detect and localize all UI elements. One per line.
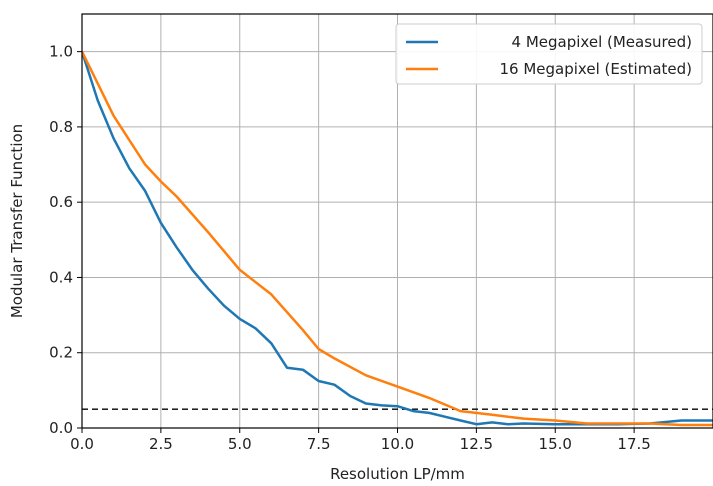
y-axis-ticks: 0.0 0.2 0.4 0.6 0.8 1.0 [49, 43, 82, 437]
legend-box [395, 23, 703, 85]
x-axis-label: Resolution LP/mm [330, 465, 465, 483]
x-tick-label: 12.5 [460, 435, 493, 453]
y-tick-label: 0.6 [49, 193, 73, 211]
legend: 4 Megapixel (Measured) 16 Megapixel (Est… [395, 23, 703, 85]
legend-label-measured: 4 Megapixel (Measured) [512, 33, 692, 51]
x-axis-ticks: 0.0 2.5 5.0 7.5 10.0 12.5 15.0 17.5 [70, 428, 651, 453]
y-tick-label: 0.4 [49, 268, 73, 286]
x-tick-label: 10.0 [381, 435, 414, 453]
x-tick-label: 2.5 [149, 435, 173, 453]
series-line-estimated [82, 51, 713, 427]
legend-label-estimated: 16 Megapixel (Estimated) [500, 60, 693, 78]
series-line-measured [82, 51, 713, 426]
x-tick-label: 0.0 [70, 435, 94, 453]
x-tick-label: 7.5 [307, 435, 331, 453]
x-tick-label: 17.5 [617, 435, 650, 453]
y-tick-label: 0.0 [49, 419, 73, 437]
y-tick-label: 0.2 [49, 344, 73, 362]
y-tick-label: 1.0 [49, 43, 73, 61]
y-tick-label: 0.8 [49, 118, 73, 136]
x-tick-label: 5.0 [228, 435, 252, 453]
y-axis-label: Modular Transfer Function [8, 124, 26, 318]
x-tick-label: 15.0 [539, 435, 572, 453]
series-layer [82, 51, 713, 427]
